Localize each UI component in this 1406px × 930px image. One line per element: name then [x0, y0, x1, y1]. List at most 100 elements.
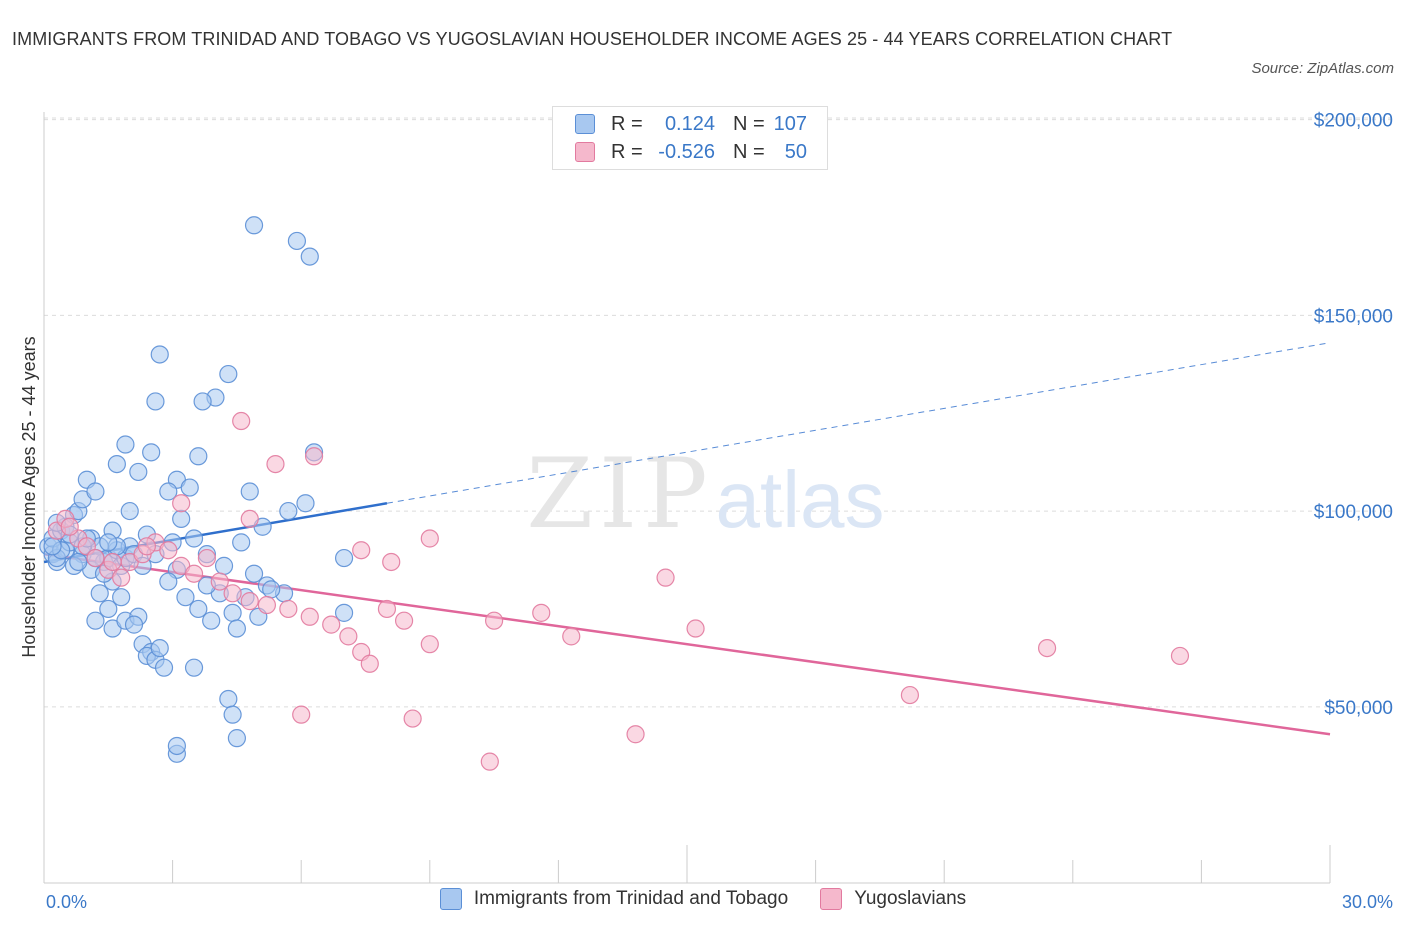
point-yugoslavian	[1170, 646, 1190, 666]
point-trinidad	[159, 482, 178, 501]
point-yugoslavian	[172, 494, 191, 513]
n-value-trinidad: 107	[773, 112, 807, 135]
point-trinidad	[334, 548, 354, 568]
point-trinidad	[193, 392, 212, 411]
point-trinidad	[112, 588, 131, 607]
point-trinidad	[146, 392, 165, 411]
point-trinidad	[99, 533, 118, 552]
point-yugoslavian	[137, 537, 156, 556]
x-tick-label: 0.0%	[46, 892, 87, 912]
point-trinidad	[159, 572, 178, 591]
point-trinidad	[90, 584, 109, 603]
point-yugoslavian	[223, 584, 242, 603]
point-trinidad	[227, 619, 246, 638]
point-yugoslavian	[86, 548, 105, 568]
point-trinidad	[223, 603, 242, 622]
series-legend: Immigrants from Trinidad and Tobago Yugo…	[0, 888, 1406, 910]
r-label: R =	[611, 112, 643, 135]
point-trinidad	[69, 552, 88, 572]
point-trinidad	[219, 364, 238, 384]
stats-legend-row-yugoslavian: R = -0.526 N = 50	[575, 140, 807, 164]
legend-label-yugoslavian: Yugoslavians	[854, 888, 967, 909]
legend-label-trinidad: Immigrants from Trinidad and Tobago	[473, 888, 789, 909]
trend-line-dashed	[386, 342, 1331, 504]
y-tick-label: $200,000	[1314, 111, 1393, 132]
legend-item-yugoslavian[interactable]: Yugoslavians	[820, 888, 966, 910]
point-yugoslavian	[403, 709, 422, 728]
point-yugoslavian	[394, 611, 414, 630]
y-tick-label: $100,000	[1314, 502, 1393, 523]
point-yugoslavian	[240, 592, 259, 611]
point-yugoslavian	[420, 529, 439, 548]
point-trinidad	[214, 556, 234, 575]
grid-lines	[44, 117, 1392, 708]
point-trinidad	[180, 478, 199, 497]
legend-swatch-trinidad	[439, 888, 462, 910]
point-yugoslavian	[210, 572, 229, 591]
point-trinidad	[43, 537, 62, 556]
point-trinidad	[150, 638, 169, 658]
point-trinidad	[150, 345, 169, 364]
source-label: Source: ZipAtlas.com	[1251, 60, 1394, 77]
point-yugoslavian	[197, 548, 216, 568]
point-trinidad	[287, 231, 307, 251]
point-yugoslavian	[257, 595, 277, 615]
y-axis-label: Householder Income Ages 25 - 44 years	[19, 336, 39, 657]
y-tick-label: $50,000	[1324, 698, 1393, 719]
point-trinidad	[107, 454, 126, 474]
point-yugoslavian	[686, 619, 705, 638]
point-trinidad	[223, 705, 242, 724]
point-trinidad	[116, 435, 135, 454]
point-trinidad	[279, 501, 298, 521]
point-yugoslavian	[112, 568, 131, 587]
axes	[43, 112, 1331, 884]
point-yugoslavian	[1037, 638, 1057, 658]
points-trinidad	[39, 216, 354, 763]
point-trinidad	[244, 216, 264, 235]
point-yugoslavian	[266, 454, 285, 474]
point-trinidad	[86, 482, 105, 501]
point-trinidad	[296, 494, 315, 513]
point-yugoslavian	[420, 635, 439, 654]
stats-legend-row-trinidad: R = 0.124 N = 107	[575, 112, 807, 136]
point-yugoslavian	[485, 611, 504, 630]
point-yugoslavian	[159, 541, 178, 560]
point-trinidad	[129, 462, 148, 482]
legend-swatch-trinidad	[575, 114, 595, 134]
watermark-atlas: atlas	[716, 455, 885, 544]
data-points	[39, 216, 1190, 771]
legend-item-trinidad[interactable]: Immigrants from Trinidad and Tobago	[439, 888, 789, 910]
r-value-trinidad: 0.124	[664, 112, 715, 135]
point-trinidad	[189, 599, 208, 619]
point-trinidad	[300, 247, 319, 266]
point-trinidad	[120, 501, 139, 521]
point-trinidad	[142, 443, 161, 462]
point-yugoslavian	[292, 705, 311, 724]
point-yugoslavian	[304, 447, 324, 466]
point-trinidad	[99, 599, 118, 619]
chart-title: IMMIGRANTS FROM TRINIDAD AND TOBAGO VS Y…	[12, 29, 1173, 49]
n-label: N =	[733, 112, 765, 135]
point-yugoslavian	[279, 599, 298, 619]
point-trinidad	[167, 736, 186, 756]
n-value-yugoslavian: 50	[784, 140, 807, 163]
point-yugoslavian	[300, 607, 319, 626]
point-trinidad	[86, 611, 105, 630]
watermark-zip: ZIP	[526, 438, 713, 550]
point-trinidad	[262, 580, 281, 599]
point-trinidad	[184, 529, 204, 548]
point-yugoslavian	[900, 685, 920, 705]
points-yugoslavian	[47, 411, 1190, 771]
point-trinidad	[334, 603, 354, 622]
point-trinidad	[176, 588, 195, 607]
point-yugoslavian	[232, 411, 251, 431]
point-trinidad	[154, 658, 174, 677]
legend-swatch-yugoslavian	[820, 888, 843, 910]
point-trinidad	[172, 509, 191, 529]
point-trinidad	[184, 658, 204, 677]
watermark: ZIP atlas	[526, 438, 884, 550]
point-yugoslavian	[339, 627, 358, 646]
r-value-yugoslavian: -0.526	[658, 140, 715, 163]
stats-legend: R = 0.124 N = 107 R = -0.526 N = 50	[552, 106, 828, 170]
